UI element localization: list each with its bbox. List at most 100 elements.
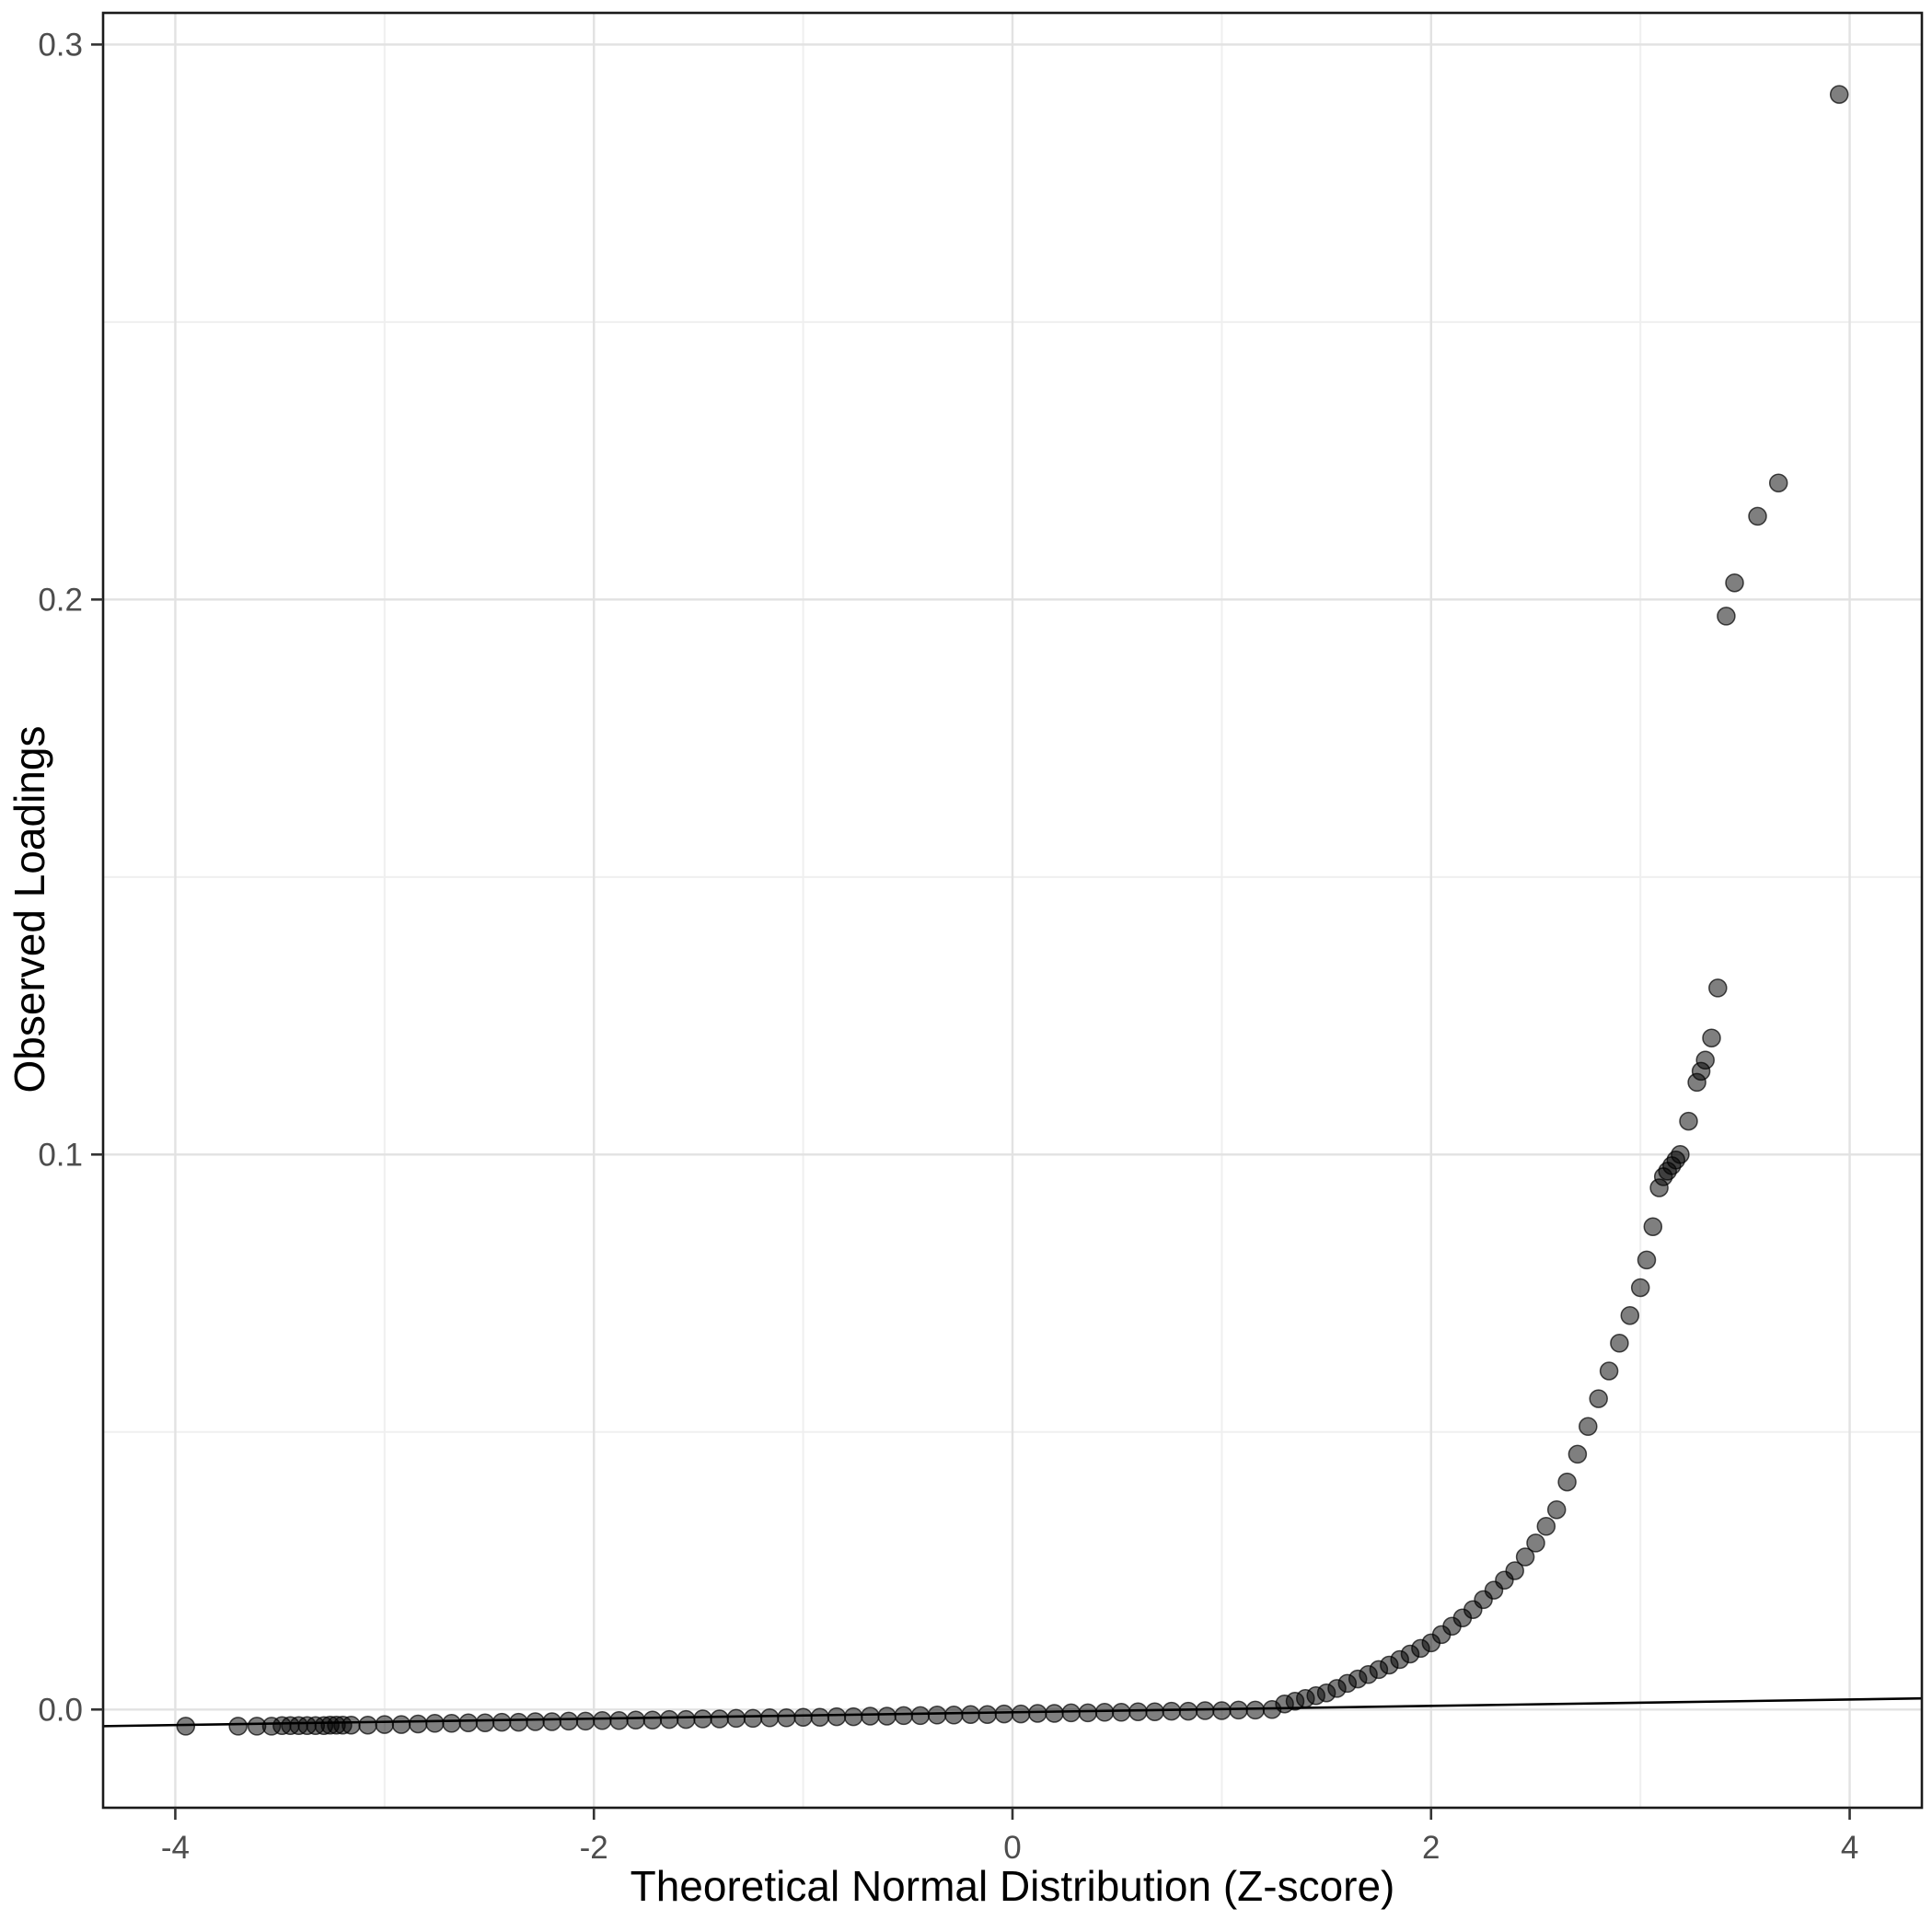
data-point xyxy=(1717,607,1736,626)
data-point xyxy=(1643,1217,1663,1236)
x-tick-label: 0 xyxy=(1003,1830,1021,1866)
data-point xyxy=(894,1706,914,1726)
scatter-points xyxy=(176,85,1849,1736)
data-point xyxy=(391,1715,411,1734)
data-point xyxy=(1546,1499,1567,1520)
data-point xyxy=(978,1705,997,1724)
data-point xyxy=(961,1705,980,1724)
data-point xyxy=(944,1706,964,1725)
y-tick-label: 0.0 xyxy=(38,1692,83,1728)
data-point xyxy=(1610,1334,1629,1353)
x-tick-label: 4 xyxy=(1841,1830,1858,1866)
data-point xyxy=(1829,85,1849,104)
x-axis-title: Theoretical Normal Distribution (Z-score… xyxy=(631,1862,1395,1910)
data-point xyxy=(1579,1417,1598,1437)
data-point xyxy=(1725,573,1744,593)
data-point xyxy=(1748,506,1767,526)
data-point xyxy=(542,1712,561,1731)
y-tick-label: 0.1 xyxy=(38,1137,83,1173)
y-axis-tick-marks xyxy=(91,43,103,1711)
data-point xyxy=(408,1714,428,1734)
data-point xyxy=(526,1712,545,1731)
data-point xyxy=(593,1711,612,1730)
data-point xyxy=(1536,1517,1556,1536)
x-axis-tick-marks xyxy=(174,1808,1851,1820)
data-point xyxy=(475,1713,495,1732)
data-point xyxy=(1599,1361,1619,1381)
data-point xyxy=(1162,1701,1182,1721)
data-point xyxy=(777,1708,796,1728)
data-point xyxy=(375,1715,395,1734)
data-point xyxy=(1671,1145,1690,1164)
data-point xyxy=(677,1709,696,1730)
x-tick-label: -4 xyxy=(161,1830,190,1866)
data-point xyxy=(1245,1700,1266,1720)
data-point xyxy=(1768,473,1788,492)
data-point xyxy=(1028,1704,1047,1723)
data-point xyxy=(994,1704,1014,1724)
data-point xyxy=(1557,1472,1577,1492)
data-point xyxy=(341,1715,361,1735)
y-tick-label: 0.2 xyxy=(38,582,83,618)
y-tick-label: 0.3 xyxy=(38,27,83,63)
data-point xyxy=(1094,1703,1115,1722)
data-point xyxy=(759,1708,780,1728)
data-point xyxy=(910,1706,931,1726)
data-point xyxy=(1111,1703,1131,1722)
data-point xyxy=(659,1709,679,1730)
data-point xyxy=(710,1709,729,1729)
data-point xyxy=(1212,1701,1232,1720)
data-point xyxy=(609,1711,629,1730)
data-point xyxy=(1708,978,1728,998)
data-point xyxy=(1568,1444,1588,1464)
data-point xyxy=(861,1706,880,1726)
data-point xyxy=(1589,1389,1608,1408)
data-point xyxy=(1145,1702,1164,1721)
data-point xyxy=(827,1706,847,1727)
data-point xyxy=(626,1710,645,1730)
x-tick-label: 2 xyxy=(1422,1830,1440,1866)
data-point xyxy=(1061,1703,1081,1723)
data-point xyxy=(492,1712,512,1732)
data-point xyxy=(810,1707,830,1727)
data-point xyxy=(927,1706,947,1725)
data-point xyxy=(1637,1250,1657,1270)
data-point xyxy=(1679,1111,1698,1131)
data-point xyxy=(642,1710,663,1730)
data-point xyxy=(575,1711,596,1731)
y-axis-title: Observed Loadings xyxy=(6,726,53,1093)
x-tick-label: -2 xyxy=(580,1830,608,1866)
data-point xyxy=(1515,1547,1535,1567)
data-point xyxy=(1128,1702,1148,1721)
data-point xyxy=(1505,1561,1524,1580)
data-point xyxy=(228,1717,248,1736)
data-point xyxy=(1178,1701,1198,1721)
data-point xyxy=(1195,1701,1215,1720)
data-point xyxy=(442,1714,461,1733)
data-point xyxy=(843,1706,863,1727)
data-point xyxy=(425,1714,445,1733)
data-point xyxy=(176,1717,196,1736)
data-point xyxy=(1526,1533,1545,1553)
data-point xyxy=(743,1708,763,1729)
data-point xyxy=(1011,1704,1031,1724)
data-point xyxy=(1630,1278,1650,1298)
data-point xyxy=(1078,1703,1098,1723)
data-point xyxy=(1229,1700,1248,1720)
data-point xyxy=(1695,1050,1715,1070)
data-point xyxy=(1702,1028,1721,1047)
data-point xyxy=(726,1708,746,1729)
data-point xyxy=(458,1713,479,1732)
data-point xyxy=(1045,1704,1064,1723)
data-point xyxy=(358,1715,377,1735)
x-axis-tick-labels: -4 -2 0 2 4 xyxy=(161,1830,1858,1866)
data-point xyxy=(559,1711,579,1731)
y-axis-tick-labels: 0.0 0.1 0.2 0.3 xyxy=(38,27,83,1728)
major-gridlines xyxy=(103,13,1922,1808)
data-point xyxy=(793,1707,813,1727)
data-point xyxy=(509,1712,528,1732)
data-point xyxy=(1620,1305,1640,1325)
